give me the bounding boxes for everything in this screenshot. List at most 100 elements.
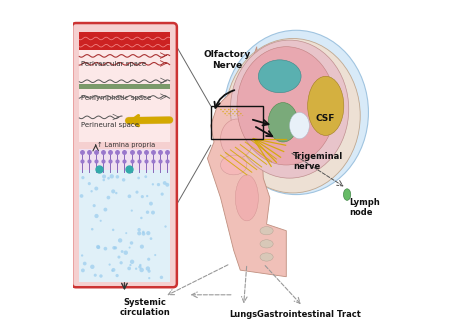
Circle shape bbox=[81, 176, 84, 179]
Circle shape bbox=[146, 211, 149, 214]
Ellipse shape bbox=[344, 189, 351, 200]
Circle shape bbox=[141, 195, 144, 198]
Circle shape bbox=[139, 264, 142, 266]
Circle shape bbox=[103, 247, 107, 250]
Text: Lungs: Lungs bbox=[229, 310, 258, 318]
Circle shape bbox=[135, 268, 137, 270]
Circle shape bbox=[140, 217, 143, 219]
Ellipse shape bbox=[260, 253, 273, 261]
Circle shape bbox=[97, 246, 100, 249]
Text: Trigeminal
nerve: Trigeminal nerve bbox=[293, 152, 343, 171]
Polygon shape bbox=[208, 47, 286, 277]
Text: Gastrointestinal Tract: Gastrointestinal Tract bbox=[257, 310, 361, 318]
Text: ↑ Lamina propria: ↑ Lamina propria bbox=[97, 142, 155, 148]
Circle shape bbox=[150, 237, 152, 240]
FancyBboxPatch shape bbox=[157, 160, 172, 188]
Circle shape bbox=[107, 177, 110, 180]
FancyBboxPatch shape bbox=[79, 170, 170, 282]
Circle shape bbox=[111, 268, 115, 272]
Circle shape bbox=[91, 228, 93, 230]
Ellipse shape bbox=[268, 103, 298, 142]
FancyBboxPatch shape bbox=[79, 50, 170, 78]
Circle shape bbox=[111, 270, 114, 272]
Circle shape bbox=[146, 266, 150, 271]
Ellipse shape bbox=[258, 60, 301, 93]
Circle shape bbox=[137, 228, 141, 231]
Circle shape bbox=[83, 262, 87, 265]
Circle shape bbox=[157, 183, 160, 186]
Circle shape bbox=[92, 204, 96, 207]
Circle shape bbox=[148, 277, 150, 279]
Circle shape bbox=[145, 175, 147, 178]
Circle shape bbox=[125, 232, 127, 234]
Circle shape bbox=[140, 245, 144, 249]
Circle shape bbox=[96, 245, 100, 249]
Circle shape bbox=[103, 208, 107, 212]
Circle shape bbox=[112, 246, 116, 249]
Ellipse shape bbox=[290, 113, 310, 139]
FancyBboxPatch shape bbox=[79, 83, 170, 89]
Circle shape bbox=[102, 179, 105, 181]
Text: Perivascular space: Perivascular space bbox=[81, 61, 146, 67]
Circle shape bbox=[129, 264, 132, 266]
Circle shape bbox=[121, 250, 124, 253]
FancyBboxPatch shape bbox=[79, 32, 170, 50]
Text: Lymph
node: Lymph node bbox=[349, 198, 380, 217]
Ellipse shape bbox=[220, 119, 254, 158]
Circle shape bbox=[112, 229, 114, 231]
Circle shape bbox=[100, 220, 102, 222]
Circle shape bbox=[165, 183, 169, 187]
Circle shape bbox=[115, 192, 118, 194]
Circle shape bbox=[161, 192, 164, 196]
Ellipse shape bbox=[224, 30, 368, 195]
Text: CSF: CSF bbox=[316, 115, 335, 123]
FancyBboxPatch shape bbox=[79, 148, 170, 173]
Circle shape bbox=[90, 265, 94, 269]
Ellipse shape bbox=[260, 227, 273, 235]
Circle shape bbox=[154, 254, 156, 256]
Text: Systemic
circulation: Systemic circulation bbox=[119, 298, 170, 317]
Circle shape bbox=[91, 190, 93, 192]
Circle shape bbox=[137, 231, 141, 235]
Ellipse shape bbox=[237, 47, 336, 165]
Circle shape bbox=[119, 261, 123, 264]
Circle shape bbox=[81, 269, 85, 272]
Ellipse shape bbox=[308, 76, 344, 135]
Circle shape bbox=[116, 175, 119, 179]
Circle shape bbox=[88, 182, 91, 185]
Circle shape bbox=[160, 276, 163, 279]
Circle shape bbox=[128, 267, 131, 270]
Circle shape bbox=[111, 189, 115, 193]
Circle shape bbox=[146, 231, 150, 235]
Circle shape bbox=[109, 174, 114, 179]
Text: Perilymphatic space: Perilymphatic space bbox=[81, 95, 151, 101]
Circle shape bbox=[107, 196, 110, 199]
Ellipse shape bbox=[220, 155, 247, 175]
Circle shape bbox=[124, 250, 128, 255]
Ellipse shape bbox=[236, 175, 258, 221]
Ellipse shape bbox=[260, 240, 273, 248]
Text: Perineural space: Perineural space bbox=[81, 122, 139, 128]
Circle shape bbox=[136, 191, 138, 194]
Ellipse shape bbox=[230, 40, 349, 178]
Circle shape bbox=[118, 255, 120, 259]
Circle shape bbox=[114, 246, 117, 249]
Circle shape bbox=[102, 175, 106, 179]
Circle shape bbox=[116, 274, 119, 277]
Circle shape bbox=[128, 247, 131, 248]
Circle shape bbox=[118, 238, 122, 243]
Circle shape bbox=[122, 178, 126, 182]
Circle shape bbox=[151, 211, 155, 214]
Circle shape bbox=[149, 202, 153, 206]
FancyBboxPatch shape bbox=[79, 78, 170, 111]
Text: Olfactory
Nerve: Olfactory Nerve bbox=[203, 50, 251, 70]
Ellipse shape bbox=[226, 39, 360, 193]
Circle shape bbox=[130, 241, 133, 245]
Circle shape bbox=[99, 274, 103, 278]
FancyBboxPatch shape bbox=[72, 23, 177, 287]
Circle shape bbox=[94, 274, 97, 277]
Circle shape bbox=[147, 258, 150, 261]
Circle shape bbox=[80, 194, 83, 198]
Circle shape bbox=[146, 195, 148, 197]
Circle shape bbox=[109, 263, 111, 266]
